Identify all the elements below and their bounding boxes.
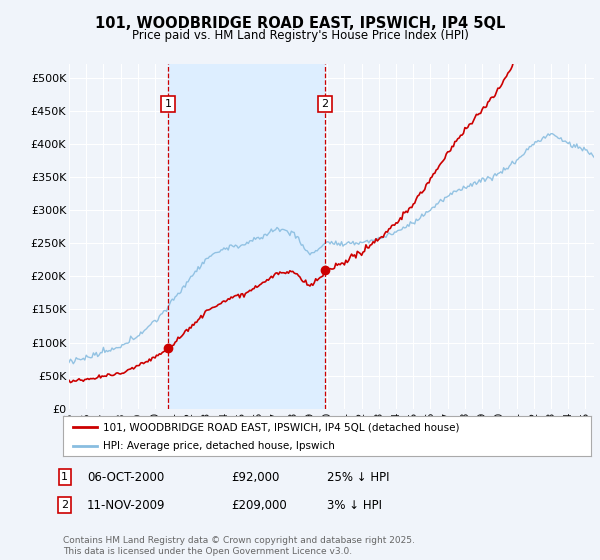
Text: 06-OCT-2000: 06-OCT-2000 xyxy=(87,470,164,484)
Text: 101, WOODBRIDGE ROAD EAST, IPSWICH, IP4 5QL: 101, WOODBRIDGE ROAD EAST, IPSWICH, IP4 … xyxy=(95,16,505,31)
Text: Price paid vs. HM Land Registry's House Price Index (HPI): Price paid vs. HM Land Registry's House … xyxy=(131,29,469,41)
Text: £92,000: £92,000 xyxy=(231,470,280,484)
Text: 2: 2 xyxy=(321,99,328,109)
Text: 101, WOODBRIDGE ROAD EAST, IPSWICH, IP4 5QL (detached house): 101, WOODBRIDGE ROAD EAST, IPSWICH, IP4 … xyxy=(103,422,459,432)
Text: 1: 1 xyxy=(165,99,172,109)
Text: 2: 2 xyxy=(61,500,68,510)
Text: 11-NOV-2009: 11-NOV-2009 xyxy=(87,498,166,512)
Text: 3% ↓ HPI: 3% ↓ HPI xyxy=(327,498,382,512)
Text: 1: 1 xyxy=(61,472,68,482)
Text: £209,000: £209,000 xyxy=(231,498,287,512)
Bar xyxy=(169,64,325,409)
Text: HPI: Average price, detached house, Ipswich: HPI: Average price, detached house, Ipsw… xyxy=(103,441,334,451)
Text: Contains HM Land Registry data © Crown copyright and database right 2025.
This d: Contains HM Land Registry data © Crown c… xyxy=(63,536,415,556)
Text: 25% ↓ HPI: 25% ↓ HPI xyxy=(327,470,389,484)
